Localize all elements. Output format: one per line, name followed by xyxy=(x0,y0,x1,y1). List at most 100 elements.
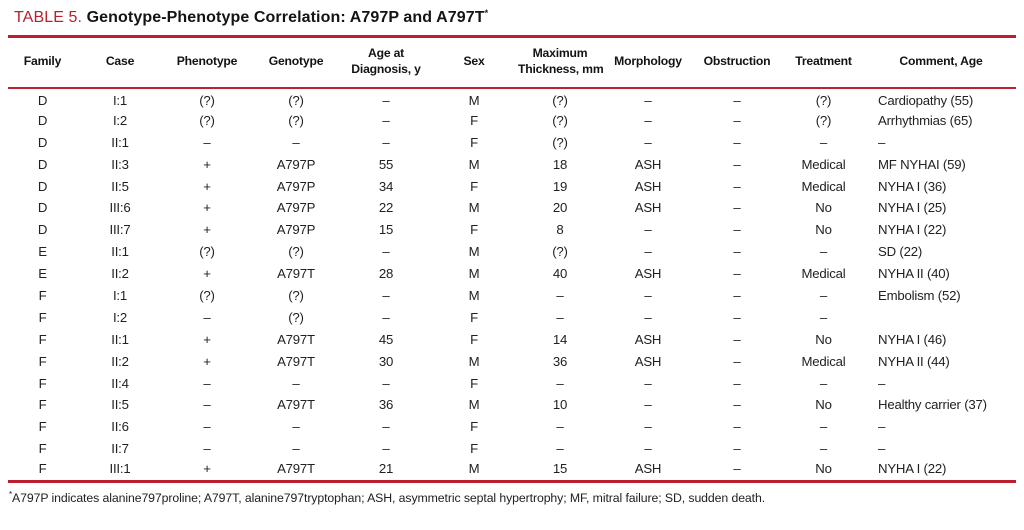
cell-morphology: – xyxy=(644,375,652,391)
cell-family: F xyxy=(38,397,47,413)
cell-treatment: No xyxy=(815,460,832,476)
cell-sex: M xyxy=(468,200,480,216)
cell-age-at-diagnosis: 21 xyxy=(378,460,394,476)
cell-phenotype: + xyxy=(203,353,211,369)
cell-obstruction: – xyxy=(733,222,741,238)
cell-morphology: ASH xyxy=(634,353,662,369)
cell-max-thickness: 40 xyxy=(552,266,568,282)
cell-morphology: – xyxy=(644,309,652,325)
cell-max-thickness: (?) xyxy=(552,112,568,128)
cell-genotype: (?) xyxy=(288,112,304,128)
cell-morphology: – xyxy=(644,244,652,260)
table-row: D I:2 (?) (?) – F (?) – – (?) Arrhythmias (65) xyxy=(8,109,1016,131)
cell-genotype: A797P xyxy=(276,222,316,238)
cell-case: II:1 xyxy=(111,244,129,260)
cell-family: F xyxy=(38,460,47,476)
cell-age-at-diagnosis: – xyxy=(382,112,390,128)
table-title-text: Genotype-Phenotype Correlation: A797P an… xyxy=(86,9,485,26)
cell-comment-age: Healthy carrier (37) xyxy=(878,397,987,413)
cell-family: F xyxy=(38,287,47,303)
title-footnote-marker: * xyxy=(484,8,489,18)
table-body: D I:1 (?) (?) – M (?) – – (?) Cardiopathy (55) D I:2… xyxy=(8,88,1016,482)
cell-age-at-diagnosis: 45 xyxy=(378,331,394,347)
cell-comment-age: Embolism (52) xyxy=(878,287,961,303)
cell-genotype: – xyxy=(292,419,300,435)
cell-sex: M xyxy=(468,397,480,413)
table-row: F II:4 – – – F – – – – – xyxy=(8,372,1016,394)
column-header-age-at-diagnosis: Age at Diagnosis, y xyxy=(341,36,431,89)
cell-comment-age: NYHA I (22) xyxy=(878,460,947,476)
cell-treatment: Medical xyxy=(801,178,846,194)
table-caption: TABLE 5. Genotype-Phenotype Correlation:… xyxy=(14,9,1016,27)
cell-max-thickness: – xyxy=(556,375,564,391)
cell-comment-age: NYHA I (22) xyxy=(878,222,947,238)
cell-morphology: ASH xyxy=(634,460,662,476)
cell-case: I:2 xyxy=(112,309,128,325)
cell-phenotype: – xyxy=(203,397,211,413)
table-row: F I:2 – (?) – F – – – – xyxy=(8,306,1016,328)
cell-obstruction: – xyxy=(733,353,741,369)
footnote-text: A797P indicates alanine797proline; A797T… xyxy=(12,491,766,506)
cell-treatment: No xyxy=(815,222,832,238)
cell-comment-age: – xyxy=(878,441,886,457)
cell-case: II:5 xyxy=(111,178,129,194)
cell-sex: F xyxy=(470,112,478,128)
cell-family: D xyxy=(37,222,48,238)
column-header-obstruction: Obstruction xyxy=(693,36,781,89)
cell-sex: M xyxy=(468,93,480,109)
cell-age-at-diagnosis: – xyxy=(382,441,390,457)
cell-max-thickness: – xyxy=(556,419,564,435)
cell-genotype: A797T xyxy=(277,266,315,282)
cell-max-thickness: 15 xyxy=(552,460,568,476)
column-header-max-thickness: Maximum Thickness, mm xyxy=(517,36,604,89)
cell-max-thickness: (?) xyxy=(552,134,568,150)
cell-max-thickness: 18 xyxy=(552,156,568,172)
table-footnote: *A797P indicates alanine797proline; A797… xyxy=(9,491,1016,506)
cell-age-at-diagnosis: – xyxy=(382,419,390,435)
cell-genotype: A797T xyxy=(277,397,315,413)
cell-obstruction: – xyxy=(733,93,741,109)
cell-phenotype: + xyxy=(203,266,211,282)
cell-comment-age: NYHA I (25) xyxy=(878,200,947,216)
cell-max-thickness: – xyxy=(556,287,564,303)
cell-age-at-diagnosis: – xyxy=(382,244,390,260)
cell-phenotype: + xyxy=(203,200,211,216)
cell-obstruction: – xyxy=(733,331,741,347)
cell-treatment: – xyxy=(819,134,828,150)
cell-phenotype: – xyxy=(203,419,211,435)
column-header-phenotype: Phenotype xyxy=(163,36,251,89)
cell-morphology: – xyxy=(644,397,652,413)
cell-obstruction: – xyxy=(733,441,741,457)
cell-genotype: A797T xyxy=(277,353,315,369)
table-row: E II:1 (?) (?) – M (?) – – – SD (22) xyxy=(8,241,1016,263)
cell-phenotype: + xyxy=(203,222,211,238)
cell-family: D xyxy=(37,93,48,109)
cell-treatment: Medical xyxy=(801,156,846,172)
cell-obstruction: – xyxy=(733,112,741,128)
cell-max-thickness: 19 xyxy=(552,178,568,194)
cell-genotype: (?) xyxy=(288,287,304,303)
cell-treatment: – xyxy=(819,419,828,435)
cell-treatment: No xyxy=(815,200,832,216)
table-row: D III:7 + A797P 15 F 8 – – No NYHA I (22) xyxy=(8,219,1016,241)
cell-max-thickness: 14 xyxy=(552,331,568,347)
cell-treatment: – xyxy=(819,244,828,260)
cell-phenotype: – xyxy=(203,375,211,391)
table-row: D II:3 + A797P 55 M 18 ASH – Medical MF NYHAI (59) xyxy=(8,153,1016,175)
cell-case: II:2 xyxy=(111,266,129,282)
cell-treatment: (?) xyxy=(815,93,832,109)
cell-max-thickness: 10 xyxy=(552,397,568,413)
cell-obstruction: – xyxy=(733,156,741,172)
cell-genotype: – xyxy=(292,375,300,391)
cell-obstruction: – xyxy=(733,375,741,391)
cell-obstruction: – xyxy=(733,460,741,476)
cell-age-at-diagnosis: 22 xyxy=(378,200,394,216)
cell-age-at-diagnosis: – xyxy=(382,93,390,109)
cell-sex: F xyxy=(470,178,478,194)
cell-comment-age xyxy=(866,306,1016,328)
table-row: D I:1 (?) (?) – M (?) – – (?) Cardiopathy (55) xyxy=(8,88,1016,110)
table-row: F II:5 – A797T 36 M 10 – – No Healthy carrier (37) xyxy=(8,394,1016,416)
cell-family: F xyxy=(38,419,47,435)
cell-family: E xyxy=(38,266,47,282)
cell-phenotype: – xyxy=(203,309,211,325)
